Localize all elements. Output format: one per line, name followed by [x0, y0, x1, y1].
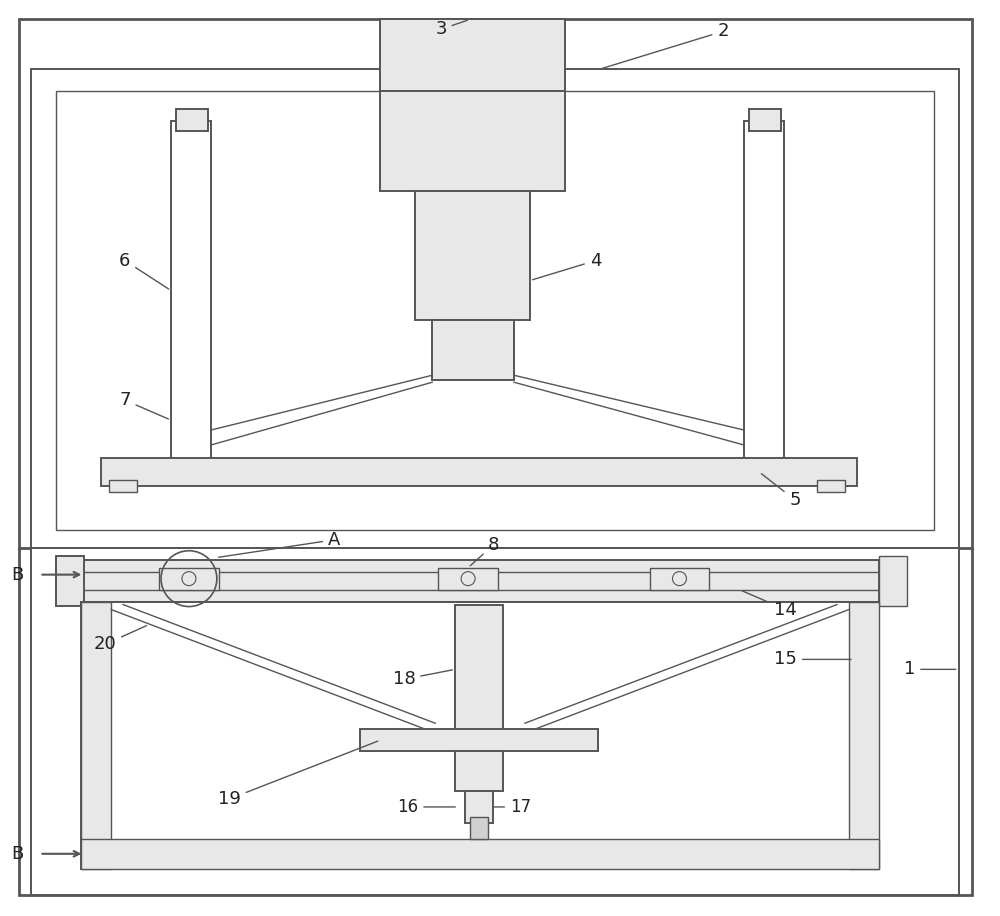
Bar — [879, 556, 907, 605]
Bar — [360, 729, 598, 751]
Text: 18: 18 — [393, 670, 452, 688]
Text: 17: 17 — [493, 798, 531, 816]
Bar — [817, 480, 845, 492]
Text: 4: 4 — [533, 252, 601, 279]
Bar — [438, 568, 498, 590]
Bar — [31, 548, 959, 895]
Bar — [415, 191, 530, 321]
Text: 5: 5 — [761, 474, 801, 509]
Text: 19: 19 — [218, 741, 378, 808]
Bar — [380, 19, 565, 91]
Bar — [650, 568, 709, 590]
Bar — [470, 817, 488, 839]
Bar — [744, 121, 784, 480]
Bar — [81, 560, 879, 602]
Text: 8: 8 — [470, 536, 499, 566]
Bar — [101, 458, 857, 485]
Bar — [56, 91, 934, 529]
Text: 2: 2 — [602, 22, 729, 69]
Text: 20: 20 — [93, 626, 147, 653]
Bar — [465, 791, 493, 823]
Bar — [171, 121, 211, 480]
Bar — [432, 321, 514, 380]
Text: 15: 15 — [774, 650, 851, 669]
Bar — [455, 605, 503, 734]
Bar — [56, 556, 84, 605]
Bar — [176, 109, 208, 131]
Bar — [81, 602, 111, 868]
Bar — [109, 480, 137, 492]
Text: B: B — [11, 845, 23, 863]
Text: 1: 1 — [904, 660, 956, 679]
Text: 3: 3 — [435, 20, 467, 38]
Text: 6: 6 — [119, 252, 169, 289]
Bar — [380, 91, 565, 191]
Text: 14: 14 — [742, 591, 797, 618]
Text: 16: 16 — [397, 798, 455, 816]
Bar — [749, 109, 781, 131]
Text: B: B — [11, 566, 23, 583]
Text: A: A — [219, 530, 340, 557]
Text: 7: 7 — [119, 391, 168, 419]
Bar — [159, 568, 219, 590]
Bar — [31, 70, 959, 548]
Bar — [81, 602, 879, 868]
Bar — [455, 751, 503, 791]
Bar — [81, 839, 879, 868]
Bar — [849, 602, 879, 868]
